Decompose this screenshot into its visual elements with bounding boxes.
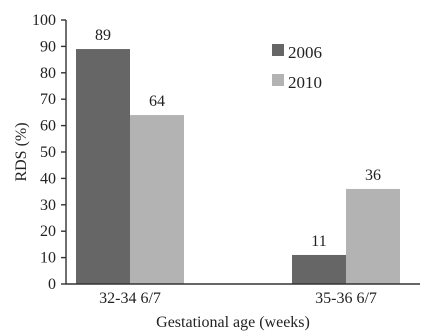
y-axis-title: RDS (%) — [13, 122, 30, 181]
bar-2010-35-36 6/7 — [346, 188, 400, 284]
y-tick-label: 40 — [40, 170, 56, 187]
y-tick-label: 70 — [40, 91, 56, 108]
x-tick-label: 35-36 6/7 — [315, 290, 377, 307]
x-ticks-group: 32-34 6/7 35-36 6/7 — [99, 290, 377, 307]
legend-label-2006: 2006 — [288, 43, 322, 62]
bar-2006-32-34 6/7 — [76, 49, 130, 284]
y-tick-label: 0 — [48, 276, 56, 293]
y-tick-label: 80 — [40, 65, 56, 82]
data-label-2010-32-34 6/7: 64 — [149, 93, 165, 110]
data-label-2006-35-36 6/7: 11 — [311, 233, 326, 250]
legend-label-2010: 2010 — [288, 73, 322, 92]
y-tick-label: 90 — [40, 38, 56, 55]
y-tick-label: 100 — [32, 12, 56, 29]
y-tick-label: 60 — [40, 118, 56, 135]
legend: 2006 2010 — [272, 43, 322, 92]
y-tick-label: 50 — [40, 144, 56, 161]
bar-2010-32-34 6/7 — [130, 115, 184, 284]
bar-2006-35-36 6/7 — [292, 254, 346, 284]
legend-swatch-2010 — [272, 74, 284, 86]
data-label-2006-32-34 6/7: 89 — [95, 27, 111, 44]
y-tick-label: 20 — [40, 223, 56, 240]
data-labels-group: 89 11 64 36 — [95, 27, 381, 250]
y-ticks-group: 0 10 20 30 40 50 60 70 80 90 100 — [32, 12, 66, 293]
data-label-2010-35-36 6/7: 36 — [365, 167, 381, 184]
legend-swatch-2006 — [272, 44, 284, 56]
bars-group — [76, 49, 400, 284]
y-tick-label: 10 — [40, 250, 56, 267]
x-tick-label: 32-34 6/7 — [99, 290, 161, 307]
y-tick-label: 30 — [40, 197, 56, 214]
x-axis-title: Gestational age (weeks) — [156, 314, 310, 331]
